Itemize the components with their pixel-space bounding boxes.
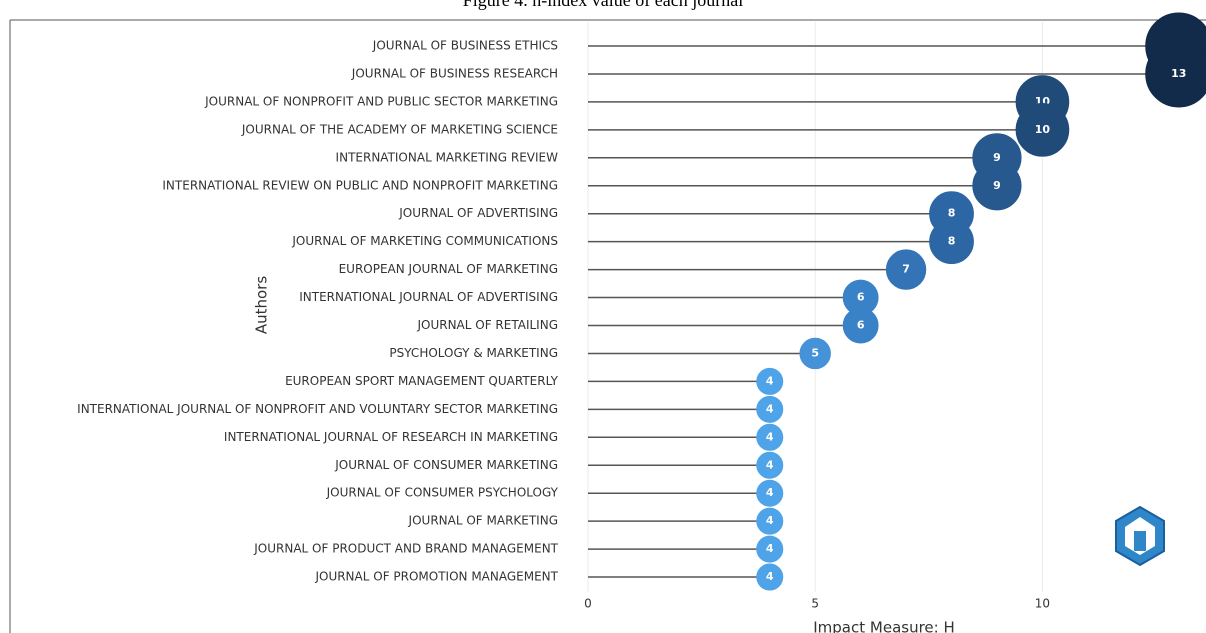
bubble (756, 367, 784, 395)
value-label: 5 (811, 346, 819, 359)
bubble (842, 307, 879, 344)
value-label: 4 (766, 374, 774, 387)
y-tick-label: JOURNAL OF THE ACADEMY OF MARKETING SCIE… (241, 122, 558, 136)
bubble (1145, 40, 1206, 108)
y-tick-label: JOURNAL OF MARKETING COMMUNICATIONS (291, 234, 558, 248)
bubble (885, 249, 927, 290)
grid (587, 22, 1043, 592)
x-tick-label: 10 (1035, 597, 1050, 611)
value-label: 4 (766, 402, 774, 415)
chart-title: Figure 4. h-index value of each journal (463, 0, 743, 10)
y-tick-label: INTERNATIONAL JOURNAL OF ADVERTISING (299, 290, 558, 304)
y-tick-label: JOURNAL OF NONPROFIT AND PUBLIC SECTOR M… (204, 94, 558, 108)
y-tick-label: PSYCHOLOGY & MARKETING (389, 346, 558, 360)
value-label: 6 (857, 319, 865, 332)
y-axis-title: Authors (253, 276, 271, 335)
value-label: 4 (766, 486, 774, 499)
value-label: 10 (1035, 123, 1051, 136)
bubble (756, 563, 784, 591)
marks: 131310109988766544444444 (588, 12, 1206, 591)
y-tick-label: JOURNAL OF BUSINESS ETHICS (372, 39, 558, 53)
bubble (756, 535, 784, 563)
y-tick-label: INTERNATIONAL MARKETING REVIEW (336, 150, 559, 164)
y-tick-label: JOURNAL OF PRODUCT AND BRAND MANAGEMENT (253, 542, 558, 556)
bubble (972, 161, 1022, 211)
value-label: 13 (1171, 67, 1186, 80)
value-label: 4 (766, 514, 774, 527)
y-tick-label: INTERNATIONAL JOURNAL OF RESEARCH IN MAR… (224, 430, 558, 444)
y-tick-label: JOURNAL OF BUSINESS RESEARCH (351, 66, 558, 80)
value-label: 4 (766, 458, 774, 471)
bubble (756, 395, 784, 423)
logo (1115, 505, 1165, 567)
bubble (756, 507, 784, 535)
value-label: 4 (766, 430, 774, 443)
value-label: 4 (766, 570, 774, 583)
y-tick-label: JOURNAL OF ADVERTISING (398, 206, 558, 220)
y-tick-label: EUROPEAN JOURNAL OF MARKETING (339, 262, 558, 276)
bubble (929, 219, 974, 265)
bubble (799, 337, 831, 370)
y-tick-label: JOURNAL OF MARKETING (408, 514, 558, 528)
bubble (756, 479, 784, 507)
value-label: 9 (993, 151, 1001, 164)
x-axis-title: Impact Measure: H (813, 619, 955, 633)
y-tick-label: JOURNAL OF PROMOTION MANAGEMENT (314, 570, 558, 584)
value-label: 8 (948, 207, 956, 220)
y-tick-label: INTERNATIONAL REVIEW ON PUBLIC AND NONPR… (162, 178, 558, 192)
bubble (1015, 103, 1070, 157)
x-tick-label: 5 (811, 597, 819, 611)
bubble (756, 451, 784, 479)
y-tick-label: EUROPEAN SPORT MANAGEMENT QUARTERLY (285, 374, 559, 388)
value-label: 4 (766, 542, 774, 555)
y-tick-label: INTERNATIONAL JOURNAL OF NONPROFIT AND V… (77, 402, 558, 416)
value-label: 7 (902, 263, 910, 276)
logo-tower (1134, 531, 1146, 551)
value-label: 6 (857, 291, 865, 304)
bubble (756, 423, 784, 451)
value-label: 9 (993, 179, 1001, 192)
x-tick-label: 0 (584, 597, 592, 611)
y-tick-label: JOURNAL OF CONSUMER PSYCHOLOGY (326, 486, 559, 500)
y-tick-label: JOURNAL OF CONSUMER MARKETING (334, 458, 558, 472)
y-tick-label: JOURNAL OF RETAILING (416, 318, 558, 332)
value-label: 8 (948, 235, 956, 248)
